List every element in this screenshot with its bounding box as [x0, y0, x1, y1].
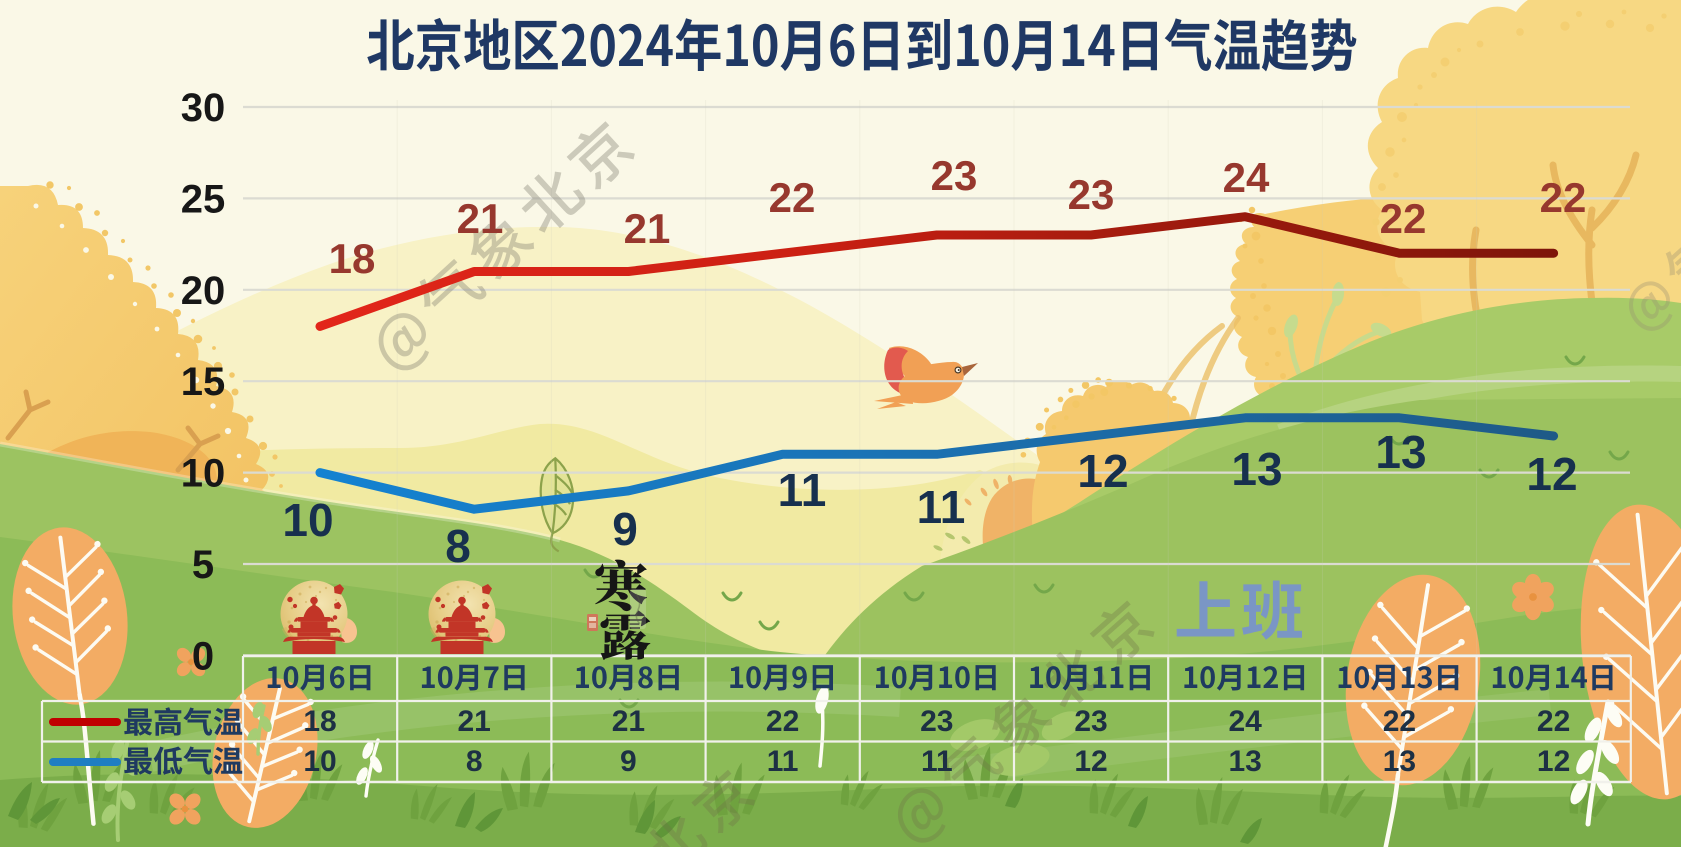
- svg-text:0: 0: [192, 634, 214, 678]
- svg-text:5: 5: [192, 543, 214, 587]
- svg-text:24: 24: [1223, 154, 1270, 201]
- svg-text:12: 12: [1077, 445, 1128, 497]
- svg-text:21: 21: [458, 705, 491, 738]
- svg-text:15: 15: [181, 360, 226, 404]
- svg-text:13: 13: [1383, 745, 1416, 778]
- svg-text:11: 11: [921, 745, 953, 778]
- svg-text:23: 23: [1074, 705, 1107, 738]
- svg-text:13: 13: [1229, 745, 1262, 778]
- svg-text:25: 25: [181, 177, 226, 221]
- svg-text:23: 23: [1068, 171, 1115, 218]
- svg-text:12: 12: [1526, 448, 1577, 500]
- svg-text:30: 30: [181, 86, 226, 130]
- svg-text:8: 8: [466, 745, 483, 778]
- svg-text:11: 11: [917, 481, 966, 533]
- svg-text:12: 12: [1537, 745, 1570, 778]
- svg-text:22: 22: [1537, 705, 1570, 738]
- svg-text:24: 24: [1229, 705, 1263, 738]
- svg-text:21: 21: [457, 195, 504, 242]
- svg-text:10: 10: [282, 494, 333, 546]
- svg-text:11: 11: [767, 745, 799, 778]
- svg-text:22: 22: [1540, 174, 1587, 221]
- svg-text:12: 12: [1074, 745, 1107, 778]
- svg-text:22: 22: [769, 174, 816, 221]
- svg-text:21: 21: [624, 205, 671, 252]
- svg-text:13: 13: [1231, 443, 1282, 495]
- svg-text:20: 20: [181, 269, 226, 313]
- svg-text:18: 18: [329, 235, 376, 282]
- svg-text:13: 13: [1375, 426, 1426, 478]
- svg-text:10: 10: [303, 745, 336, 778]
- svg-text:23: 23: [931, 152, 978, 199]
- svg-text:9: 9: [612, 503, 638, 555]
- svg-text:22: 22: [766, 705, 799, 738]
- svg-text:23: 23: [920, 705, 953, 738]
- svg-text:21: 21: [612, 705, 645, 738]
- svg-text:22: 22: [1383, 705, 1416, 738]
- svg-text:9: 9: [620, 745, 637, 778]
- svg-text:11: 11: [778, 464, 827, 516]
- svg-text:10: 10: [181, 452, 226, 496]
- svg-text:8: 8: [445, 520, 471, 572]
- svg-text:22: 22: [1380, 195, 1427, 242]
- svg-text:18: 18: [303, 705, 336, 738]
